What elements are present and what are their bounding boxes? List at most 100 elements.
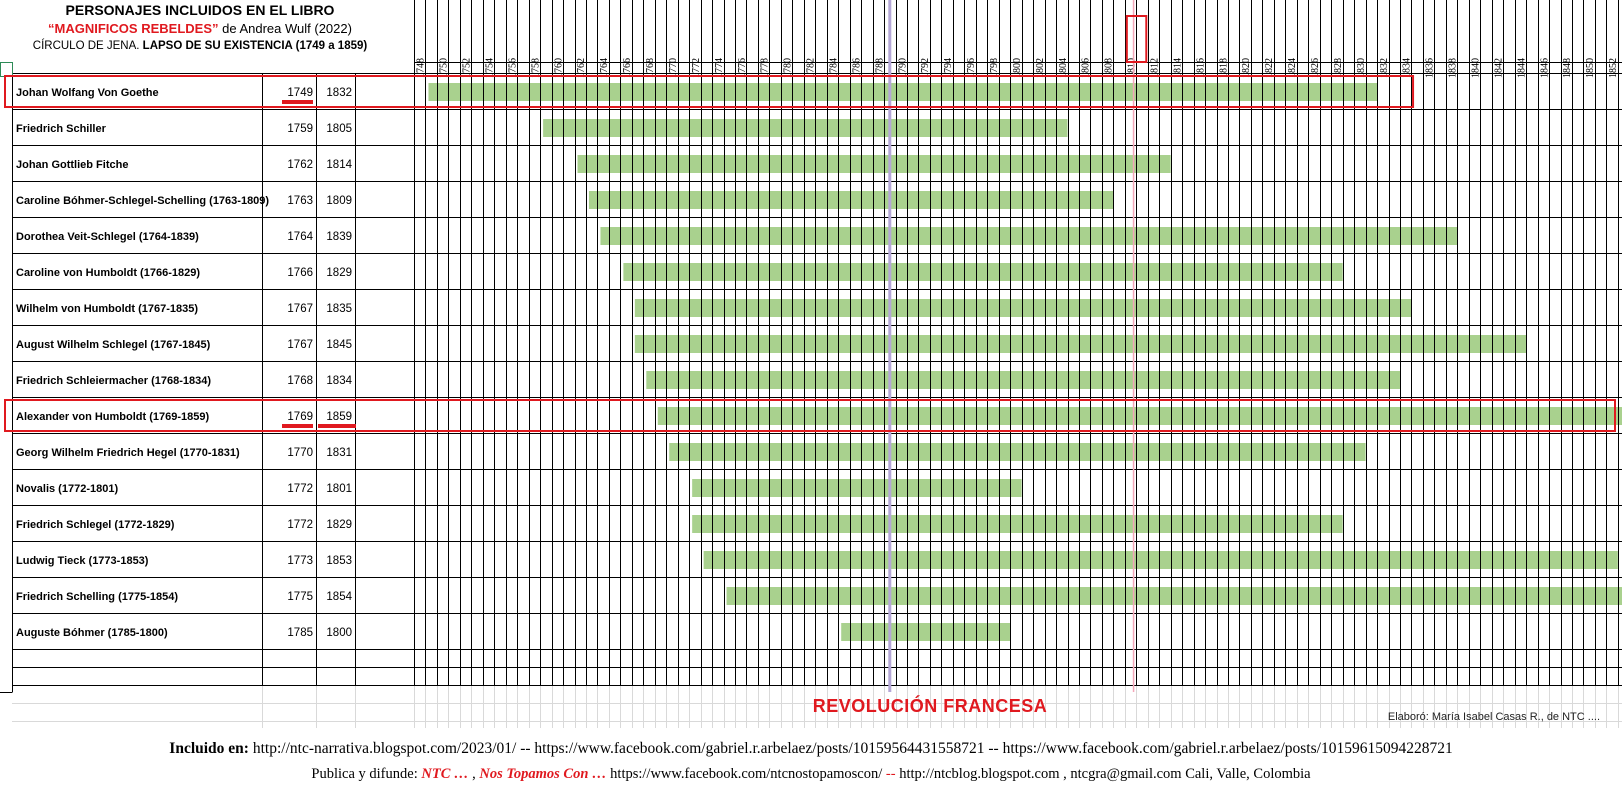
year-tick-label: 1798 xyxy=(989,58,1000,78)
year-tick-label: 1768 xyxy=(645,58,656,78)
lifespan-bar xyxy=(726,587,1622,605)
contact-text[interactable]: http://ntcblog.blogspot.com , ntcgra@gma… xyxy=(895,766,1311,782)
book-title: “MAGNIFICOS REBELDES” xyxy=(48,21,219,36)
lifespan-bar xyxy=(692,515,1343,533)
person-name: Friedrich Schlegel (1772-1829) xyxy=(16,519,175,531)
year-tick-label: 1794 xyxy=(943,58,954,78)
year-tick-label: 1790 xyxy=(897,58,908,78)
included-label: Incluido en: xyxy=(169,740,253,757)
publish-label: Publica y difunde: xyxy=(311,766,422,782)
year-tick-label: 1840 xyxy=(1471,58,1482,78)
circle-label: CÍRCULO DE JENA. xyxy=(32,40,140,52)
birth-year: 1759 xyxy=(287,123,313,135)
year-tick-label: 1766 xyxy=(622,58,633,78)
death-year: 1845 xyxy=(326,339,352,351)
birth-year: 1768 xyxy=(287,375,313,387)
lifespan-bar xyxy=(600,227,1458,245)
birth-year: 1766 xyxy=(287,267,313,279)
year-tick-label: 1756 xyxy=(507,58,518,78)
person-name: Auguste Bóhmer (1785-1800) xyxy=(16,627,168,639)
year-tick-label: 1852 xyxy=(1608,58,1619,78)
death-year: 1854 xyxy=(326,591,352,603)
lapse-label: LAPSO DE SU EXISTENCIA (1749 a 1859) xyxy=(139,40,368,52)
book-line: “MAGNIFICOS REBELDES” de Andrea Wulf (20… xyxy=(0,21,400,36)
year-tick-label: 1818 xyxy=(1218,58,1229,78)
header-title: PERSONAJES INCLUIDOS EN EL LIBRO xyxy=(65,2,335,18)
tick-highlight-box xyxy=(1125,15,1148,63)
footer-publish: Publica y difunde: NTC … , Nos Topamos C… xyxy=(0,766,1622,783)
lifespan-bar xyxy=(646,371,1400,389)
footer-included: Incluido en: http://ntc-narrativa.blogsp… xyxy=(0,740,1622,758)
person-name: Alexander von Humboldt (1769-1859) xyxy=(16,411,210,423)
credit-text: Elaboró: María Isabel Casas R., de NTC .… xyxy=(1387,711,1600,723)
lifespan-bar xyxy=(669,443,1366,461)
birth-year: 1772 xyxy=(287,483,313,495)
grid xyxy=(0,0,1622,693)
year-tick-label: 1754 xyxy=(485,58,496,78)
year-tick-label: 1816 xyxy=(1195,58,1206,78)
death-year: 1839 xyxy=(326,231,352,243)
year-tick-label: 1804 xyxy=(1058,58,1069,78)
ntc-label: NTC … xyxy=(421,766,473,782)
year-tick-label: 1772 xyxy=(691,58,702,78)
birth-year: 1773 xyxy=(287,555,313,567)
lifespan-bar xyxy=(692,479,1022,497)
person-name: Johan Gottlieb Fitche xyxy=(16,159,128,171)
year-tick-label: 1784 xyxy=(828,58,839,78)
death-year: 1814 xyxy=(326,159,352,171)
person-name: Friedrich Schiller xyxy=(16,123,107,135)
year-tick-label: 1764 xyxy=(599,58,610,78)
separator: , xyxy=(472,766,480,782)
year-tick-label: 1842 xyxy=(1493,58,1504,78)
facebook-link[interactable]: https://www.facebook.com/ntcnostopamosco… xyxy=(610,766,886,782)
year-tick-label: 1828 xyxy=(1333,58,1344,78)
year-tick-label: 1838 xyxy=(1448,58,1459,78)
death-year: 1800 xyxy=(326,627,352,639)
year-tick-label: 1774 xyxy=(714,58,725,78)
birth-year: 1775 xyxy=(287,591,313,603)
year-tick-label: 1762 xyxy=(576,58,587,78)
lifespan-chart: 1748 1750 1752 1754 1756 1758 1760 1762 1764 1766… xyxy=(0,0,1622,728)
year-tick-label: 1776 xyxy=(737,58,748,78)
year-tick-label: 1748 xyxy=(416,58,427,78)
year-tick-label: 1832 xyxy=(1379,58,1390,78)
death-year: 1853 xyxy=(326,555,352,567)
nos-topamos-label: Nos Topamos Con … xyxy=(479,766,611,782)
lifespan-bar xyxy=(428,83,1378,101)
year-tick-label: 1750 xyxy=(439,58,450,78)
death-year: 1801 xyxy=(326,483,352,495)
year-tick-label: 1810 xyxy=(1127,58,1138,78)
person-name: Georg Wilhelm Friedrich Hegel (1770-1831… xyxy=(16,447,240,459)
year-tick-label: 1800 xyxy=(1012,58,1023,78)
person-name: Friedrich Schelling (1775-1854) xyxy=(16,591,178,603)
year-tick-label: 1830 xyxy=(1356,58,1367,78)
frame-mark xyxy=(0,62,13,77)
year-tick-label: 1782 xyxy=(806,58,817,78)
year-tick-label: 1752 xyxy=(462,58,473,78)
year-tick-label: 1814 xyxy=(1172,58,1183,78)
revolution-label: REVOLUCIÓN FRANCESA xyxy=(812,696,1048,716)
death-year: 1859 xyxy=(326,411,352,423)
person-name: Dorothea Veit-Schlegel (1764-1839) xyxy=(16,231,199,243)
year-tick-label: 1822 xyxy=(1264,58,1275,78)
year-tick-label: 1780 xyxy=(783,58,794,78)
person-name: Johan Wolfang Von Goethe xyxy=(16,87,159,99)
lifespan-bar xyxy=(657,407,1622,425)
person-name: Novalis (1772-1801) xyxy=(16,483,118,495)
year-tick-label: 1806 xyxy=(1081,58,1092,78)
year-tick-label: 1758 xyxy=(530,58,541,78)
circle-line: CÍRCULO DE JENA. LAPSO DE SU EXISTENCIA … xyxy=(0,40,400,52)
dash-separator: -- xyxy=(885,766,896,782)
year-tick-label: 1796 xyxy=(966,58,977,78)
year-tick-label: 1778 xyxy=(760,58,771,78)
year-tick-label: 1788 xyxy=(874,58,885,78)
person-name: Caroline Bóhmer-Schlegel-Schelling (1763… xyxy=(16,195,269,207)
death-year: 1834 xyxy=(326,375,352,387)
year-tick-label: 1834 xyxy=(1402,58,1413,78)
death-year: 1831 xyxy=(326,447,352,459)
lifespan-bar xyxy=(841,623,1011,641)
lifespan-bar xyxy=(623,263,1343,281)
included-links[interactable]: http://ntc-narrativa.blogspot.com/2023/0… xyxy=(252,740,1453,757)
book-author: de Andrea Wulf (2022) xyxy=(218,21,352,36)
year-tick-label: 1824 xyxy=(1287,58,1298,78)
